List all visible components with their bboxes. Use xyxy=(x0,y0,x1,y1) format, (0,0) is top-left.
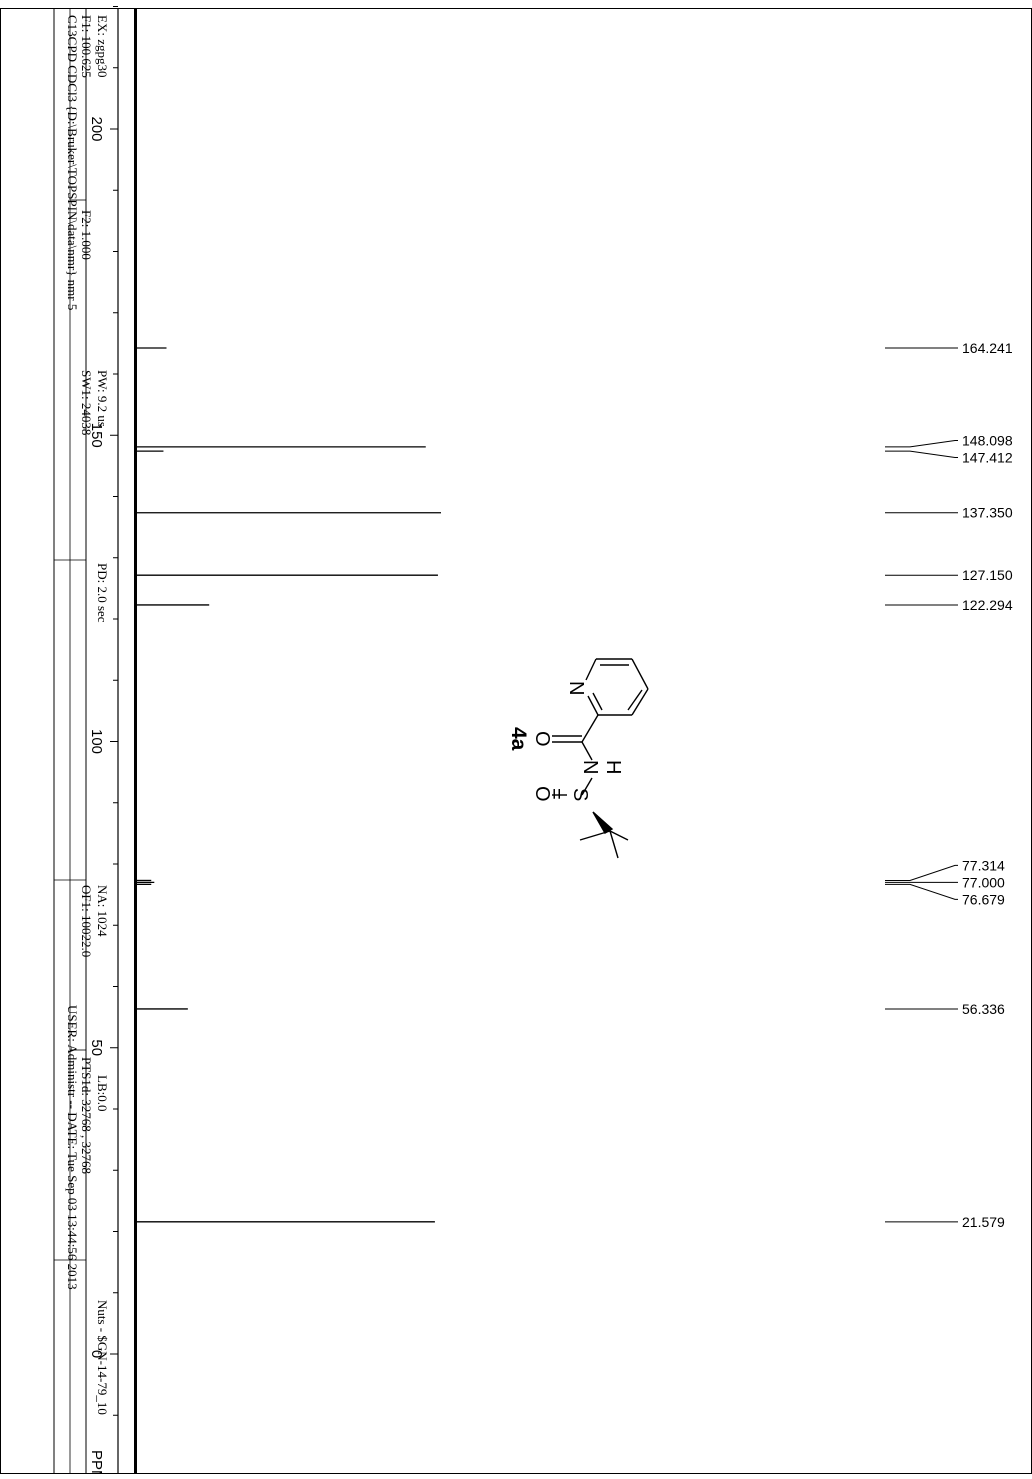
axis-tick-label: 150 xyxy=(88,423,105,448)
peak-leader-line xyxy=(885,451,958,457)
ppm-axis-label: PPM xyxy=(88,1450,105,1474)
stereo-wedge xyxy=(593,812,612,833)
peak-label: 137.350 xyxy=(962,505,1013,521)
atom-n-amide: N xyxy=(579,760,601,774)
compound-label: 4a xyxy=(507,727,530,751)
atom-s: S xyxy=(569,788,591,801)
axis-tick-label: 0 xyxy=(88,1350,105,1358)
axis-tick-label: 50 xyxy=(88,1039,105,1056)
peak-label: 21.579 xyxy=(962,1214,1005,1230)
peak-label: 76.679 xyxy=(962,891,1005,907)
header-f1: F1: 100.625 xyxy=(79,15,94,78)
axis-tick-label: 100 xyxy=(88,729,105,754)
atom-o-carbonyl: O xyxy=(531,731,553,747)
spectrum-peaks xyxy=(136,348,441,1222)
peak-leader-line xyxy=(885,865,958,880)
axis-tick-label: 200 xyxy=(88,116,105,141)
header-ex: EX: zgpg30 xyxy=(95,15,110,77)
peak-label: 122.294 xyxy=(962,597,1013,613)
header-of1: OF1: 10022.0 xyxy=(79,885,94,957)
ring-double-bond xyxy=(628,690,642,710)
amide-bond xyxy=(582,715,598,742)
peak-label: 148.098 xyxy=(962,433,1013,449)
header-lb: LB:0.0 xyxy=(95,1075,110,1111)
peak-label: 127.150 xyxy=(962,567,1013,583)
acquisition-header: C13CPD CDCl3 {D:\Bruker\TOPSPIN\data\nmr… xyxy=(54,8,118,1474)
peak-label: 164.241 xyxy=(962,340,1013,356)
atom-o-sulfinyl: O xyxy=(531,786,553,802)
header-f2: F2: 1.000 xyxy=(79,210,94,260)
peak-label: 56.336 xyxy=(962,1001,1005,1017)
header-user: USER: Administr -- DATE: Tue Sep 03 13:4… xyxy=(65,1005,80,1290)
peak-label: 77.314 xyxy=(962,857,1005,873)
peak-leader-line xyxy=(885,441,958,447)
peak-label: 147.412 xyxy=(962,450,1013,466)
header-na: NA: 1024 xyxy=(95,885,110,937)
structure-atom-labels: N O N H S = O 4a xyxy=(507,681,624,802)
amide-bond xyxy=(582,742,592,760)
header-pd: PD: 2.0 sec xyxy=(95,563,110,623)
tbutyl-bond xyxy=(580,831,610,840)
header-pw: PW: 9.2 us xyxy=(95,370,110,427)
atom-n-ring: N xyxy=(565,681,587,695)
peak-label: 77.000 xyxy=(962,874,1005,890)
header-line1: C13CPD CDCl3 {D:\Bruker\TOPSPIN\data\nmr… xyxy=(65,15,80,310)
ring-bond xyxy=(586,659,596,680)
ring-bond xyxy=(632,659,648,689)
peak-leader-line xyxy=(885,884,958,899)
header-pts1d: PTS1d: 32768 , 32768 xyxy=(79,1057,94,1174)
atom-h-amide: H xyxy=(602,760,624,774)
